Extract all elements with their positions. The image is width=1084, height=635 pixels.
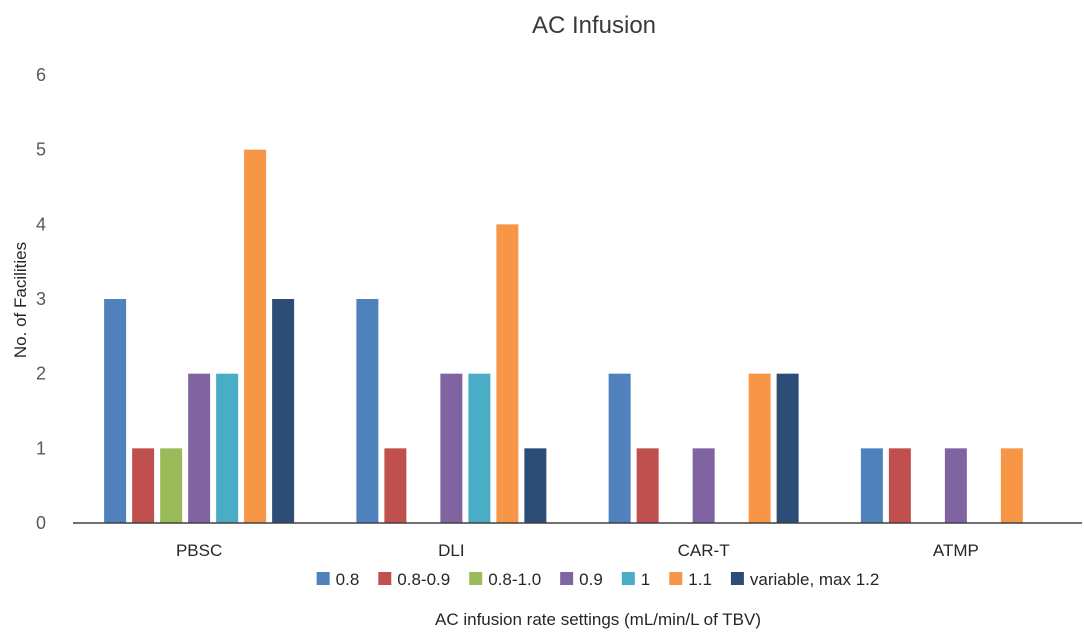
bar — [776, 373, 799, 523]
bar — [748, 373, 771, 523]
bar — [160, 448, 183, 523]
legend-item: variable, max 1.2 — [730, 570, 879, 589]
bar — [356, 299, 379, 523]
legend-item: 1 — [621, 570, 650, 589]
bar — [104, 299, 127, 523]
legend-label: 1.1 — [688, 570, 712, 589]
bar — [132, 448, 155, 523]
y-tick-label: 3 — [36, 289, 46, 309]
legend-swatch — [469, 572, 483, 585]
chart-title: AC Infusion — [532, 12, 656, 39]
y-tick-label: 0 — [36, 513, 46, 533]
x-tick-labels: PBSC DLI CAR-T ATMP — [176, 541, 979, 560]
bar — [636, 448, 659, 523]
bar — [608, 373, 631, 523]
legend-label: 0.8-1.0 — [488, 570, 541, 589]
bar — [692, 448, 715, 523]
bar — [188, 373, 211, 523]
legend-swatch — [560, 572, 574, 585]
y-axis-label: No. of Facilities — [11, 242, 30, 358]
legend-label: 0.8 — [336, 570, 360, 589]
bar — [272, 299, 295, 523]
legend-label: 1 — [641, 570, 650, 589]
legend-label: 0.8-0.9 — [397, 570, 450, 589]
bar — [216, 373, 239, 523]
legend-swatch — [378, 572, 392, 585]
legend: 0.8 0.8-0.9 0.8-1.0 0.9 1 1.1 variable, max 1.… — [316, 570, 879, 589]
x-axis-label: AC infusion rate settings (mL/min/L of T… — [435, 610, 761, 629]
bar — [384, 448, 407, 523]
legend-swatch — [621, 572, 635, 585]
legend-swatch — [669, 572, 683, 585]
legend-item: 0.8-1.0 — [469, 570, 541, 589]
x-tick-label: PBSC — [176, 541, 222, 560]
bar — [524, 448, 547, 523]
legend-label: variable, max 1.2 — [750, 570, 879, 589]
legend-item: 1.1 — [669, 570, 712, 589]
legend-item: 0.8 — [316, 570, 360, 589]
legend-swatch — [316, 572, 330, 585]
y-tick-label: 1 — [36, 438, 46, 458]
legend-label: 0.9 — [579, 570, 603, 589]
y-tick-label: 5 — [36, 140, 46, 160]
y-tick-labels: 0 1 2 3 4 5 6 — [36, 65, 46, 533]
bar — [468, 373, 491, 523]
bar — [1000, 448, 1023, 523]
y-tick-label: 6 — [36, 65, 46, 85]
x-tick-label: DLI — [438, 541, 464, 560]
bar — [440, 373, 463, 523]
bar — [244, 149, 267, 523]
legend-swatch — [730, 572, 744, 585]
bars-layer — [104, 149, 1023, 524]
x-tick-label: CAR-T — [678, 541, 730, 560]
y-tick-label: 4 — [36, 214, 46, 234]
legend-item: 0.9 — [560, 570, 603, 589]
bar — [860, 448, 883, 523]
y-tick-label: 2 — [36, 364, 46, 384]
bar — [888, 448, 911, 523]
legend-item: 0.8-0.9 — [378, 570, 450, 589]
x-tick-label: ATMP — [933, 541, 979, 560]
bar — [944, 448, 967, 523]
bar — [496, 224, 519, 524]
